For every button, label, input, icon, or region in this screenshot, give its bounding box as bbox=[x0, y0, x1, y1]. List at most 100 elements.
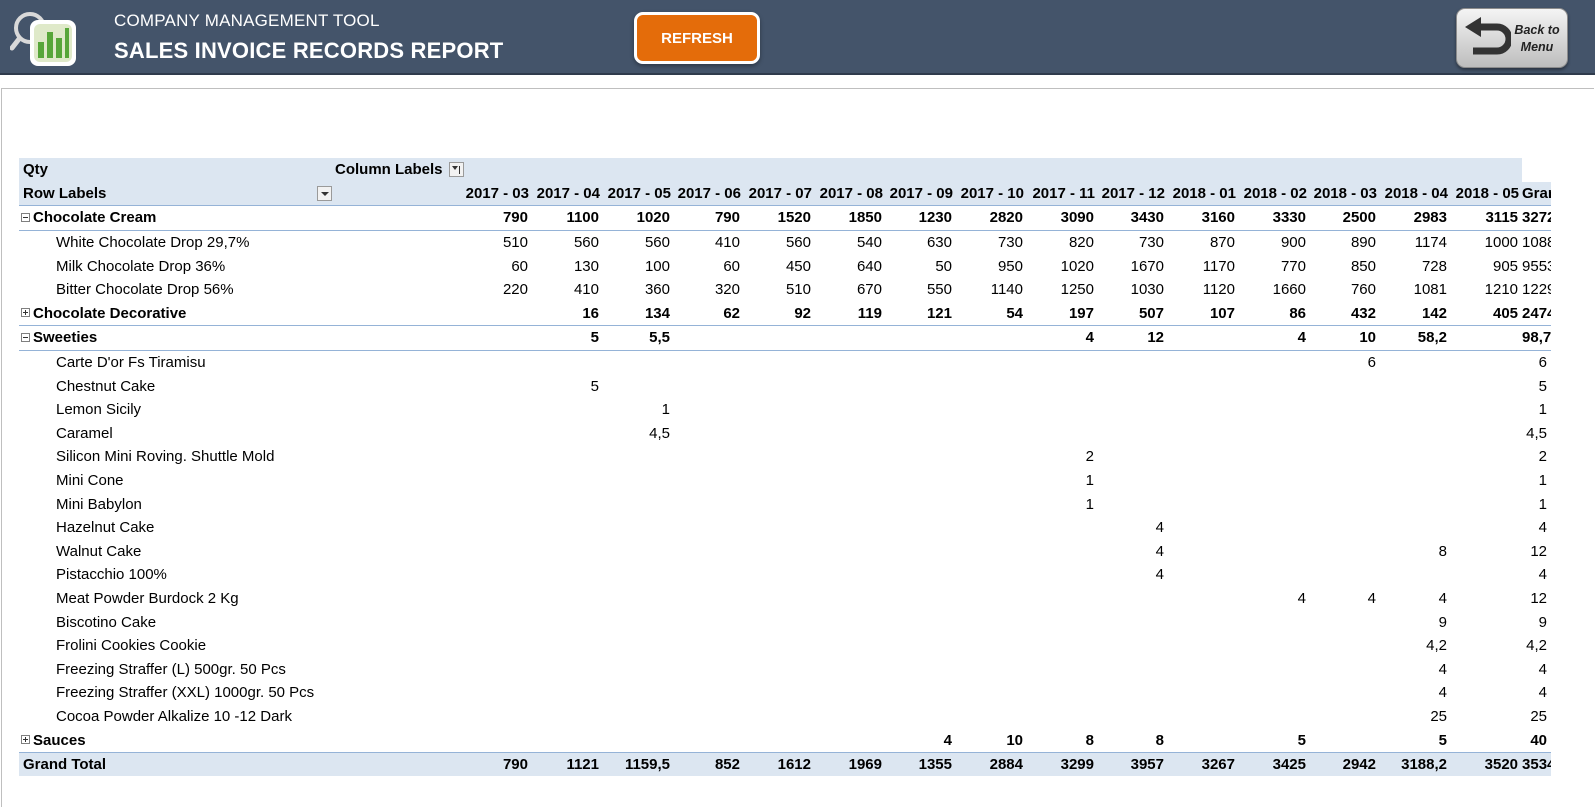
value-cell: 2884 bbox=[956, 751, 1027, 777]
value-cell: 1159,5 bbox=[603, 751, 674, 777]
value-cell bbox=[674, 350, 744, 374]
value-cell bbox=[1451, 681, 1522, 705]
row-label[interactable]: Sauces bbox=[19, 728, 332, 753]
column-header: 2017 - 07 bbox=[744, 181, 815, 207]
column-header: 2018 - 04 bbox=[1380, 181, 1451, 207]
table-row: Hazelnut Cake 4 4 bbox=[19, 516, 1551, 540]
value-cell: 1 bbox=[1538, 495, 1547, 513]
value-cell bbox=[1451, 374, 1522, 398]
value-cell: 560 bbox=[785, 234, 811, 252]
value-cell: 134 bbox=[603, 301, 674, 327]
value-cell bbox=[332, 587, 532, 611]
value-cell: 3188,2 bbox=[1380, 751, 1451, 777]
value-cell: 130 bbox=[573, 257, 599, 275]
value-cell: 730 bbox=[1138, 234, 1164, 252]
column-header: 2018 - 03 bbox=[1310, 181, 1380, 207]
value-cell bbox=[1310, 422, 1380, 446]
value-cell bbox=[1310, 705, 1380, 729]
value-cell bbox=[886, 563, 956, 587]
expand-icon[interactable] bbox=[21, 735, 30, 745]
value-cell: 4 bbox=[1155, 566, 1164, 584]
collapse-icon[interactable] bbox=[21, 213, 30, 223]
value-cell bbox=[674, 657, 744, 681]
value-cell bbox=[744, 398, 815, 422]
column-labels-filter-icon[interactable] bbox=[448, 161, 464, 177]
column-header: 2018 - 02 bbox=[1239, 181, 1310, 207]
value-cell bbox=[1168, 657, 1239, 681]
value-cell bbox=[674, 705, 744, 729]
value-cell bbox=[332, 301, 532, 327]
value-cell bbox=[1239, 681, 1310, 705]
back-to-menu-button[interactable]: Back to Menu bbox=[1456, 8, 1568, 68]
table-row: Silicon Mini Roving. Shuttle Mold 2 2 bbox=[19, 445, 1551, 469]
row-labels-dropdown-icon[interactable] bbox=[317, 185, 332, 201]
column-header: 2017 - 04 bbox=[532, 181, 603, 207]
value-cell bbox=[1451, 516, 1522, 540]
category-row: Chocolate Decorative 16 134 62 92 119 121 54 197… bbox=[19, 301, 1551, 327]
value-cell bbox=[332, 374, 532, 398]
value-cell: 5 bbox=[532, 325, 603, 351]
value-cell bbox=[1239, 374, 1310, 398]
value-cell: 4 bbox=[1538, 660, 1547, 678]
value-cell bbox=[1168, 705, 1239, 729]
value-cell: 510 bbox=[785, 281, 811, 299]
value-cell: 770 bbox=[1280, 257, 1306, 275]
value-cell: 12 bbox=[1530, 542, 1547, 560]
value-cell: 1969 bbox=[815, 751, 886, 777]
value-cell: 1140 bbox=[990, 281, 1023, 299]
row-label[interactable]: Chocolate Cream bbox=[19, 205, 332, 231]
value-cell bbox=[744, 728, 815, 753]
value-cell: 142 bbox=[1380, 301, 1451, 327]
value-cell bbox=[815, 587, 886, 611]
row-label[interactable]: Chocolate Decorative bbox=[19, 301, 332, 327]
table-row: Frolini Cookies Cookie 4,2 4,2 bbox=[19, 634, 1551, 658]
collapse-icon[interactable] bbox=[21, 332, 30, 342]
value-cell: 1000 bbox=[1484, 234, 1519, 252]
value-cell bbox=[1451, 469, 1522, 493]
table-row: Biscotino Cake 9 9 bbox=[19, 610, 1551, 634]
value-cell bbox=[1027, 374, 1098, 398]
value-cell bbox=[1380, 516, 1451, 540]
value-cell bbox=[332, 422, 532, 446]
value-cell: 360 bbox=[644, 281, 670, 299]
expand-icon[interactable] bbox=[21, 308, 30, 318]
value-cell bbox=[956, 445, 1027, 469]
value-cell bbox=[332, 657, 532, 681]
value-cell: 4 bbox=[886, 728, 956, 753]
value-cell bbox=[332, 469, 532, 493]
value-cell bbox=[815, 422, 886, 446]
value-cell: 4 bbox=[1438, 660, 1447, 678]
value-cell bbox=[1027, 657, 1098, 681]
value-cell bbox=[603, 681, 674, 705]
value-cell: 1170 bbox=[1202, 257, 1235, 275]
row-label[interactable]: Sweeties bbox=[19, 325, 332, 351]
value-cell bbox=[815, 325, 886, 351]
value-cell bbox=[744, 610, 815, 634]
value-cell bbox=[674, 728, 744, 753]
value-cell: 4,5 bbox=[1526, 424, 1547, 442]
value-cell bbox=[1098, 587, 1168, 611]
table-row: Walnut Cake 4 8 12 bbox=[19, 540, 1551, 564]
value-cell: 730 bbox=[997, 234, 1023, 252]
column-header: 2017 - 05 bbox=[603, 181, 674, 207]
value-cell bbox=[1380, 445, 1451, 469]
value-cell bbox=[332, 728, 532, 753]
category-row: Sauces 4 10 8 8 5 5 40 bbox=[19, 728, 1551, 753]
value-cell bbox=[1239, 634, 1310, 658]
value-cell: 560 bbox=[573, 234, 599, 252]
row-label: Caramel bbox=[56, 424, 113, 442]
value-cell: 86 bbox=[1239, 301, 1310, 327]
value-cell: 3090 bbox=[1027, 205, 1098, 231]
back-arrow-icon bbox=[1465, 17, 1511, 55]
value-cell bbox=[674, 681, 744, 705]
value-cell: 40 bbox=[1522, 728, 1551, 753]
value-cell: 3425 bbox=[1239, 751, 1310, 777]
refresh-button[interactable]: REFRESH bbox=[634, 12, 760, 64]
table-row: Cocoa Powder Alkalize 10 -12 Dark 25 25 bbox=[19, 705, 1551, 729]
value-cell bbox=[956, 492, 1027, 516]
value-cell: 1355 bbox=[886, 751, 956, 777]
value-cell bbox=[744, 492, 815, 516]
value-cell bbox=[886, 398, 956, 422]
value-cell bbox=[815, 634, 886, 658]
value-cell bbox=[815, 563, 886, 587]
